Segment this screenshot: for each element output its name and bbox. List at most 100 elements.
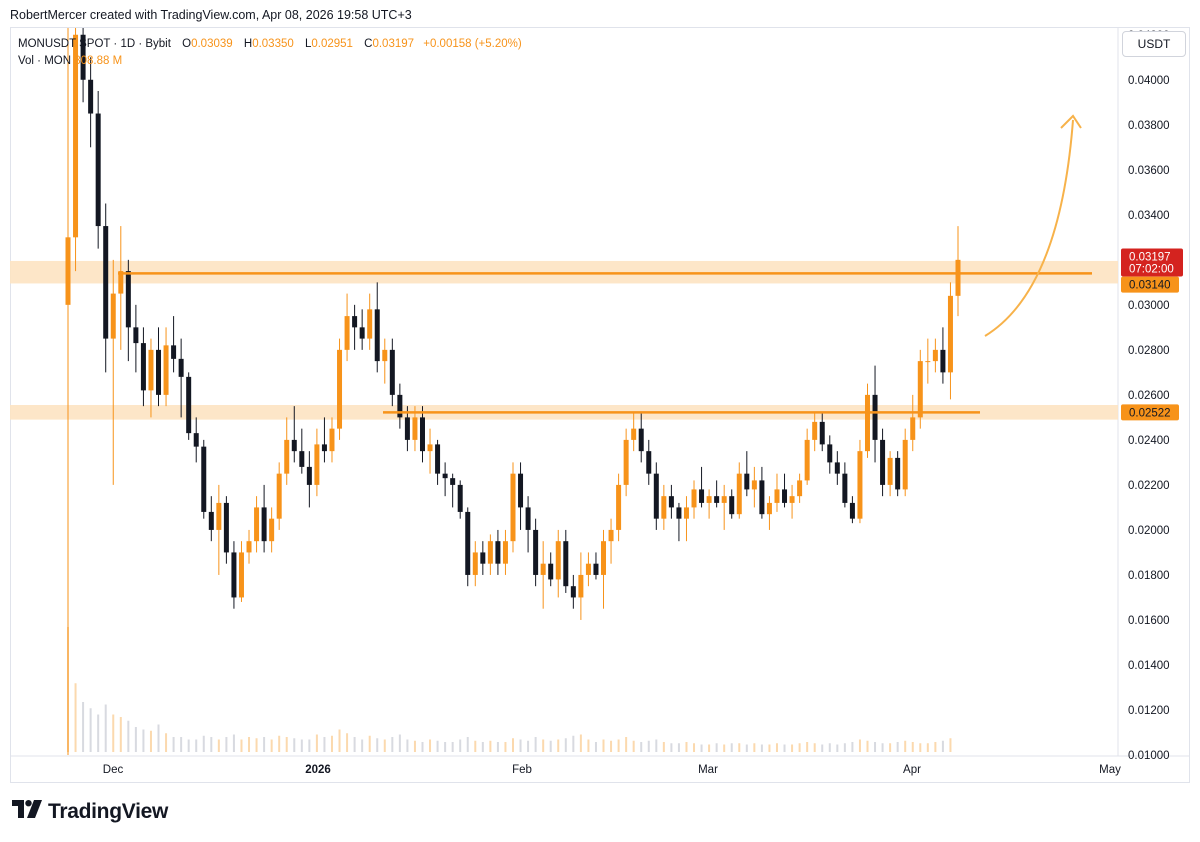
candle-body <box>110 293 116 339</box>
candle-body <box>238 552 244 598</box>
volume-bar <box>647 740 650 752</box>
volume-bar <box>745 744 748 752</box>
low-label: L <box>304 38 312 50</box>
chart-author-header: RobertMercer created with TradingView.co… <box>10 8 412 22</box>
time-axis-tick: May <box>1099 764 1121 776</box>
volume-bar <box>504 742 507 752</box>
projection-arrowhead <box>1060 114 1082 129</box>
candle-body <box>917 361 923 418</box>
candle-body <box>80 34 86 80</box>
volume-bar <box>941 740 944 752</box>
volume-bar <box>346 733 349 752</box>
candle-body <box>261 507 267 542</box>
volume-bar <box>361 739 364 752</box>
volume-bar <box>270 739 273 752</box>
tradingview-logo: TradingView <box>12 800 168 824</box>
candle-body <box>533 529 539 575</box>
volume-bar <box>142 729 145 752</box>
volume-bar <box>738 743 741 752</box>
candle-body <box>193 433 199 447</box>
change-value: +0.00158 (+5.20%) <box>423 38 522 50</box>
candle-body <box>849 502 855 519</box>
volume-bar <box>112 714 115 752</box>
candle-body <box>880 439 886 485</box>
candle-body <box>367 309 373 339</box>
candle-body <box>683 507 689 519</box>
volume-bar <box>315 734 318 752</box>
candle-body <box>751 480 757 490</box>
volume-bar <box>874 742 877 752</box>
price-axis-tick: 0.02800 <box>1128 345 1170 357</box>
volume-bar <box>549 740 552 752</box>
candle-body <box>299 451 305 467</box>
candle-body <box>834 462 840 474</box>
candle-body <box>359 327 365 339</box>
volume-bar <box>217 739 220 752</box>
price-axis-tick: 0.03800 <box>1128 120 1170 132</box>
open-value: 0.03039 <box>191 38 233 50</box>
volume-bar <box>300 739 303 752</box>
candle-body <box>932 349 938 362</box>
candle-body <box>706 496 712 503</box>
candle-body <box>766 502 772 515</box>
candle-body <box>525 507 531 530</box>
candle-body <box>714 496 720 503</box>
volume-value: 808.88 M <box>74 55 123 67</box>
volume-bar <box>934 742 937 752</box>
volume-bar <box>889 743 892 752</box>
volume-bar <box>451 742 454 752</box>
candle-body <box>284 439 290 474</box>
candle-body <box>502 541 508 564</box>
time-axis-tick: Mar <box>698 764 718 776</box>
volume-bar <box>527 740 530 752</box>
candle-body <box>555 541 561 580</box>
candle-body <box>352 316 358 328</box>
volume-bar <box>104 704 107 752</box>
candle-body <box>864 394 870 452</box>
volume-bar <box>225 737 228 752</box>
candle-body <box>857 451 863 519</box>
volume-bar <box>572 735 575 752</box>
candle-body <box>593 563 599 575</box>
close-label: C <box>364 38 373 50</box>
volume-bar <box>127 720 130 752</box>
candle-body <box>329 428 335 452</box>
open-label: O <box>182 38 192 50</box>
candle-body <box>578 574 584 598</box>
volume-bar <box>602 739 605 752</box>
candle-body <box>148 349 154 391</box>
candle-body <box>789 496 795 503</box>
volume-bar <box>791 744 794 752</box>
legend-row-volume: Vol · MON 808.88 M <box>18 53 522 70</box>
candle-body <box>118 271 124 294</box>
price-axis-tick: 0.01400 <box>1128 660 1170 672</box>
candle-body <box>804 439 810 481</box>
volume-bar <box>459 739 462 752</box>
volume-bar <box>587 739 590 752</box>
volume-bar <box>421 742 424 752</box>
projection-arrow <box>984 119 1074 337</box>
volume-bar <box>730 743 733 752</box>
volume-bar <box>610 740 613 752</box>
candle-body <box>321 444 327 452</box>
volume-bar <box>519 739 522 752</box>
candle-body <box>518 473 524 508</box>
legend-row-price: MONUSDT SPOT · 1D · Bybit O0.03039 H0.03… <box>18 36 522 53</box>
volume-bar <box>557 739 560 752</box>
price-axis-tick: 0.01600 <box>1128 615 1170 627</box>
candle-body <box>819 421 825 445</box>
volume-bar <box>640 742 643 752</box>
candle-body <box>457 484 463 512</box>
candle-body <box>178 358 184 377</box>
candle-body <box>631 428 637 440</box>
candle-body <box>842 473 848 503</box>
candle-body <box>827 444 833 463</box>
candle-body <box>653 473 659 519</box>
volume-bar <box>708 744 711 752</box>
currency-button[interactable]: USDT <box>1122 31 1186 57</box>
volume-bar <box>308 739 311 752</box>
high-label: H <box>243 38 253 50</box>
volume-bar <box>429 739 432 752</box>
volume-bar <box>594 742 597 752</box>
